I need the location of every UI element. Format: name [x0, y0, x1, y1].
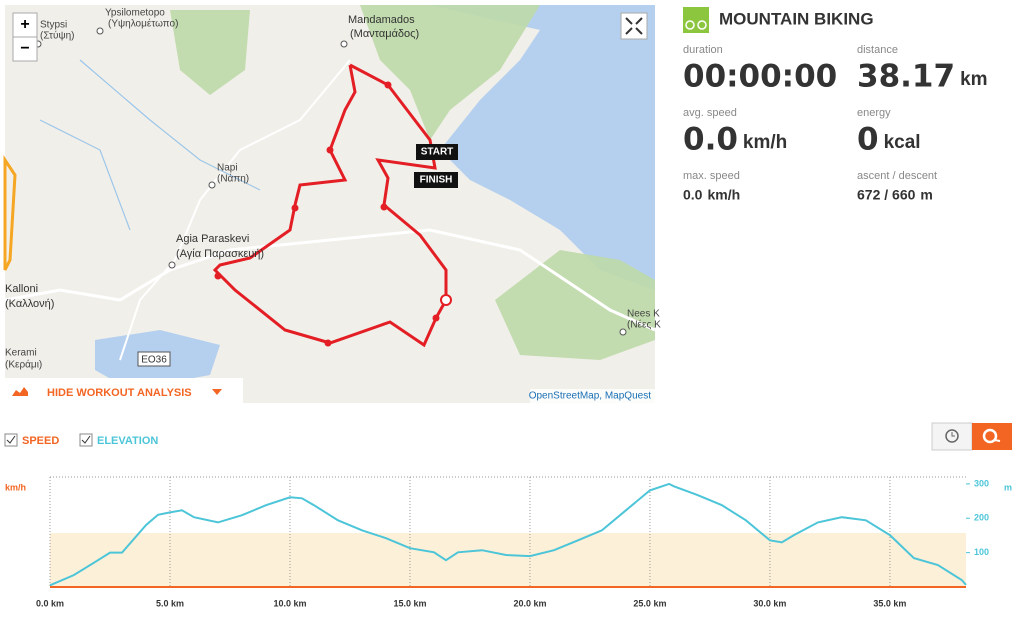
stat-unit: km/h	[707, 187, 740, 203]
x-tick-label: 15.0 km	[393, 598, 426, 608]
toggle-label: HIDE WORKOUT ANALYSIS	[47, 387, 192, 399]
y2-tick-label: 100	[974, 547, 989, 557]
y-axis-unit: km/h	[5, 482, 26, 492]
sport-title: MOUNTAIN BIKING	[719, 9, 874, 28]
y2-axis-unit: m	[1004, 482, 1012, 492]
stat-label: max. speed	[683, 170, 740, 182]
stat-unit: km	[960, 69, 987, 90]
finish-label: FINISH	[420, 175, 453, 186]
stat-label: energy	[857, 107, 891, 119]
place-local: (Καλλονή)	[5, 298, 54, 310]
stat-label: avg. speed	[683, 107, 737, 119]
map: Mandamados (Μανταμάδος) Stypsi (Στύψη) Y…	[3, 5, 661, 405]
place-local: (Στύψη)	[40, 30, 74, 42]
x-tick-label: 35.0 km	[873, 598, 906, 608]
place-name: Napi	[217, 163, 238, 174]
fullscreen-button[interactable]	[620, 12, 648, 40]
start-label: START	[421, 147, 454, 158]
place-name: Mandamados	[348, 14, 415, 26]
stat-unit: km/h	[743, 132, 787, 153]
stat-label: ascent / descent	[857, 170, 937, 182]
place-local: (Αγία Παρασκευή)	[176, 248, 264, 260]
stat-label: distance	[857, 44, 898, 56]
place-name: Kalloni	[5, 283, 38, 295]
speed-zone	[50, 533, 966, 587]
stat-value: 0	[857, 122, 879, 158]
attribution[interactable]: OpenStreetMap, MapQuest	[529, 391, 652, 402]
x-tick-label: 0.0 km	[36, 598, 64, 608]
distance-axis-button[interactable]	[972, 423, 1012, 450]
place-name: Kerami	[5, 348, 37, 359]
place-name: Nees K	[627, 309, 660, 320]
place-name: Ypsilometopo	[105, 8, 165, 19]
stat-value: 0.0	[683, 122, 738, 158]
stat-value: 672 / 660	[857, 187, 916, 203]
x-tick-label: 30.0 km	[753, 598, 786, 608]
y2-tick-label: 200	[974, 513, 989, 523]
road-label: EO36	[141, 355, 167, 366]
place-local: (Υψηλομέτωπο)	[108, 18, 178, 30]
zoom-in-label: +	[20, 16, 29, 33]
series-line	[49, 482, 967, 587]
y2-tick-label: 300	[974, 478, 989, 488]
speed-checkbox[interactable]: SPEED	[22, 435, 59, 447]
zoom-out[interactable]: −	[12, 36, 38, 62]
place-local: (Κεράμι)	[5, 359, 42, 371]
stat-unit: kcal	[884, 132, 921, 153]
place-local: (Νέες Κ	[627, 319, 661, 331]
stat-value: 00:00:00	[683, 59, 837, 95]
zoom-in[interactable]: +	[12, 12, 38, 38]
place-local: (Μανταμάδος)	[350, 28, 419, 40]
zoom-out-label: −	[20, 40, 29, 57]
x-tick-label: 10.0 km	[273, 598, 306, 608]
place-name: Stypsi	[40, 20, 67, 31]
place-local: (Νάπη)	[217, 173, 249, 185]
elevation-checkbox[interactable]: ELEVATION	[97, 435, 158, 447]
x-tick-label: 25.0 km	[633, 598, 666, 608]
toggle-analysis[interactable]: HIDE WORKOUT ANALYSIS	[5, 378, 243, 405]
place-name: Agia Paraskevi	[176, 233, 249, 245]
x-tick-label: 20.0 km	[513, 598, 546, 608]
stat-value: 0.0	[683, 187, 703, 203]
time-axis-button[interactable]	[931, 422, 973, 451]
stat-value: 38.17	[857, 59, 955, 95]
x-tick-label: 5.0 km	[156, 598, 184, 608]
stat-unit: m	[920, 187, 932, 203]
stat-label: duration	[683, 44, 723, 56]
